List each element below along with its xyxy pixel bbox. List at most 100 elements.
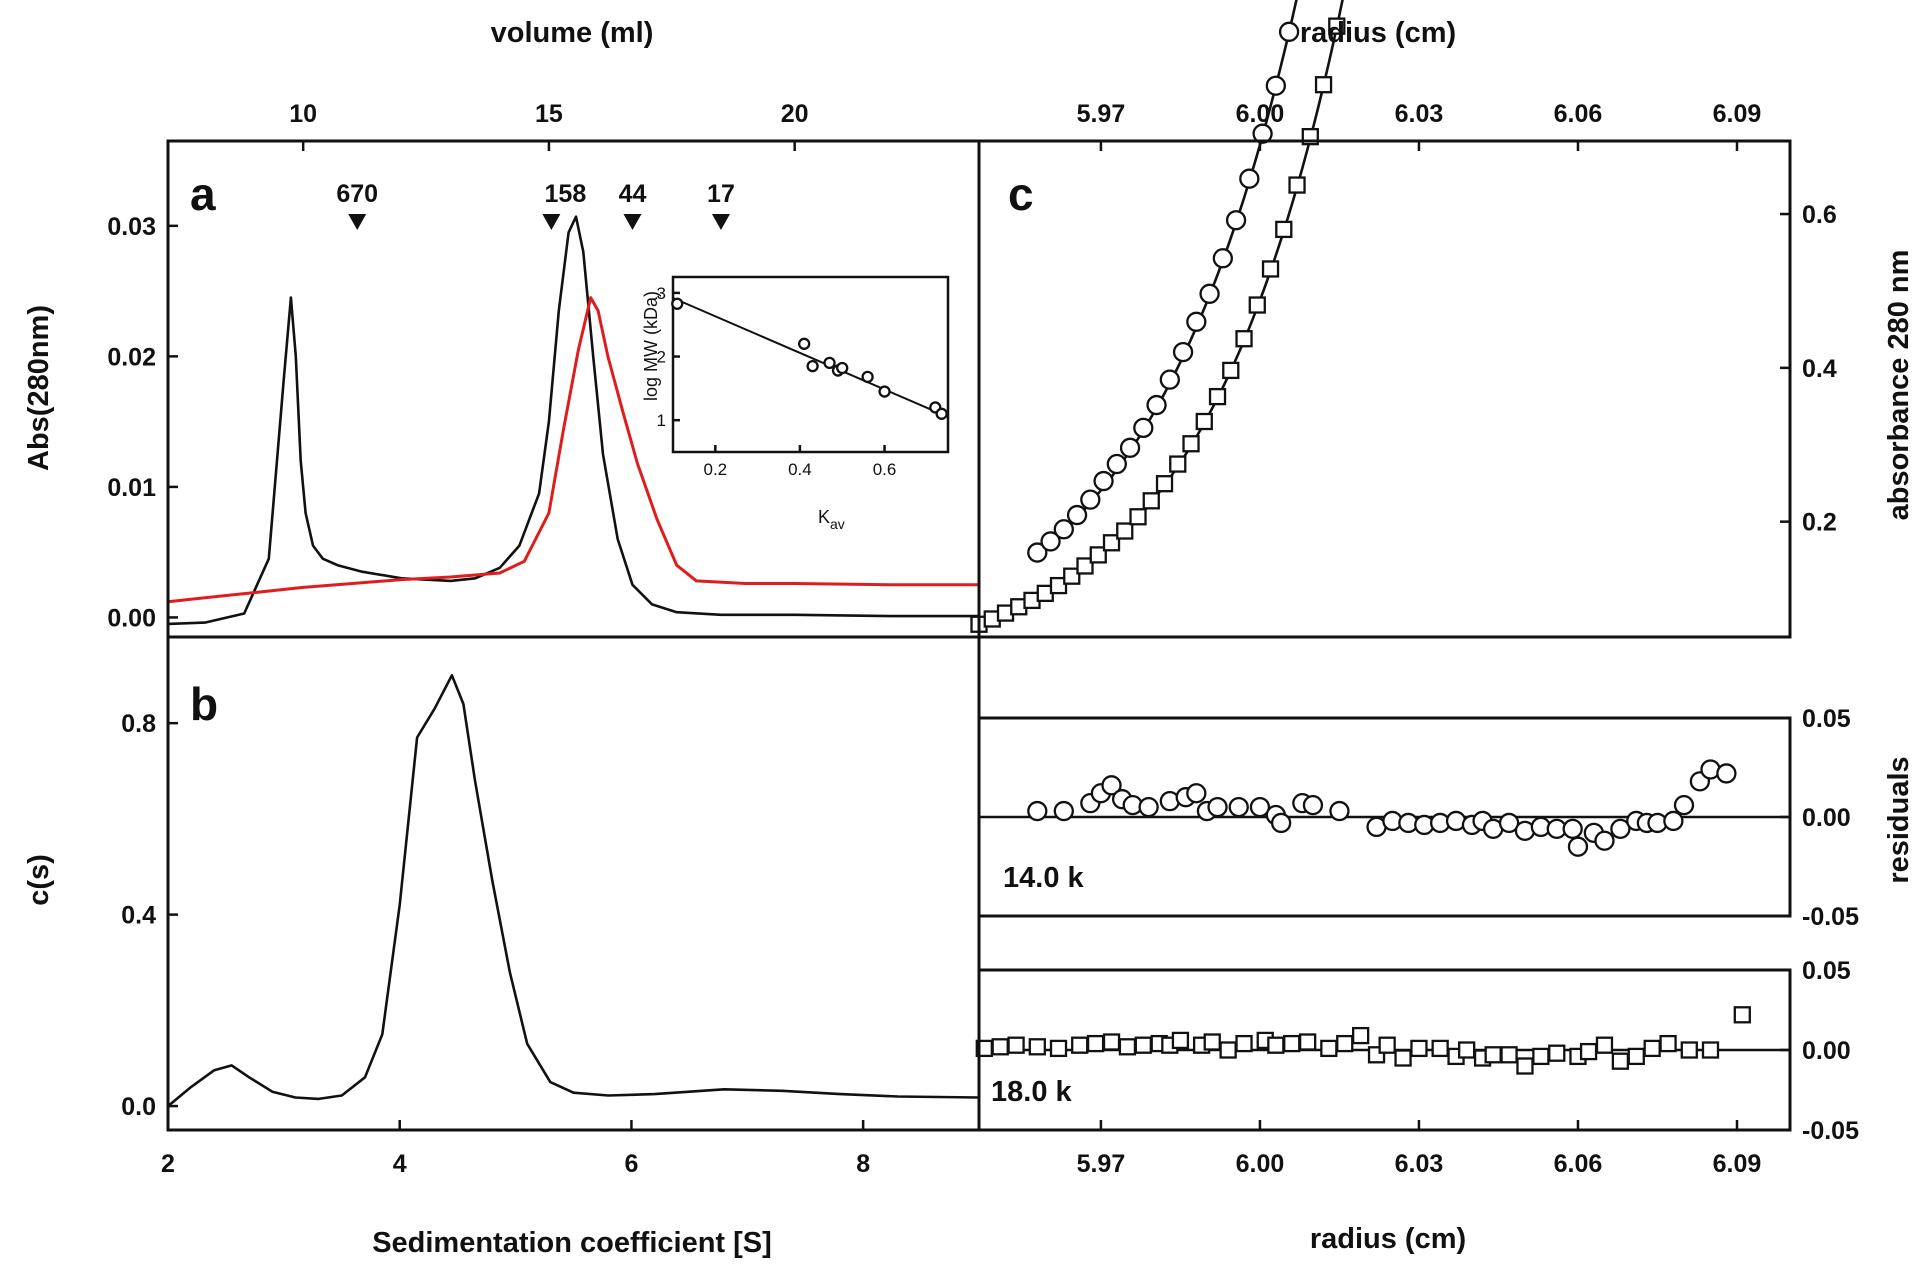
calibration-marker-triangle xyxy=(542,214,561,230)
data-point-18k xyxy=(1102,534,1121,552)
inset-x-axis-title: Kav xyxy=(818,507,845,532)
panel-a-y-tick-label: 0.01 xyxy=(107,474,156,502)
panel-a-black-trace xyxy=(167,215,979,626)
calibration-marker-label: 158 xyxy=(545,180,587,208)
calibration-marker-triangle xyxy=(348,214,367,230)
data-point-18k xyxy=(1328,17,1346,35)
panel-c-y-axis-title: absorbance 280 nm xyxy=(1883,250,1915,521)
panel-a-red-trace xyxy=(167,296,979,604)
panel-a-y-tick-label: 0.02 xyxy=(107,343,156,371)
data-point-18k xyxy=(1049,576,1068,595)
residual-14k-point xyxy=(1249,796,1271,818)
inset-y-axis-title: log MW (kDa) xyxy=(641,291,661,401)
inset-y-tick-label: 1 xyxy=(657,411,666,430)
residuals-y-axis-title: residuals xyxy=(1883,756,1915,883)
residual-x-tick-label: 6.00 xyxy=(1236,1150,1285,1178)
data-point-14k xyxy=(1080,489,1101,510)
residual-18k-point xyxy=(991,1038,1009,1056)
data-point-14k xyxy=(1040,531,1061,552)
residual-18k-point xyxy=(1627,1047,1645,1066)
panel-c-top-tick-label: 5.97 xyxy=(1077,100,1126,128)
residual-14k-point xyxy=(1567,836,1589,857)
residual-14k-point xyxy=(1498,812,1520,834)
residual-14k-point xyxy=(1302,794,1324,816)
residual-14k-label: 14.0 k xyxy=(1003,862,1084,894)
residual-14k-frame xyxy=(977,716,1792,918)
data-point-18k xyxy=(1208,387,1227,406)
residual-14k-point xyxy=(1562,818,1583,840)
residual-18k-point xyxy=(1659,1034,1677,1053)
residual-18k-point xyxy=(1336,1034,1354,1053)
residual-x-tick-label: 5.97 xyxy=(1077,1150,1126,1178)
residual-x-tick-label: 6.03 xyxy=(1395,1150,1444,1178)
residual-18k-point xyxy=(1733,1006,1751,1024)
residual-14k-point xyxy=(1228,796,1249,818)
panel-b-x-tick-label: 6 xyxy=(624,1150,638,1178)
calibration-marker-triangle xyxy=(623,214,642,230)
inset-y-tick-label: 2 xyxy=(657,348,666,367)
residual-14k-point xyxy=(1138,796,1159,818)
data-point-14k xyxy=(1239,168,1260,189)
residual-14k-point xyxy=(1053,800,1074,822)
residual-18k-y-tick-label: 0.05 xyxy=(1802,957,1851,985)
panel-a-label: a xyxy=(190,168,216,220)
panel-b-x-tick-label: 4 xyxy=(393,1150,407,1178)
inset-data-point xyxy=(823,356,836,370)
data-point-18k xyxy=(1063,567,1081,585)
residual-14k-y-tick-label: 0.05 xyxy=(1802,705,1851,733)
data-point-18k xyxy=(1314,76,1333,94)
residual-18k-frame xyxy=(977,968,1792,1132)
residual-18k-point xyxy=(1532,1047,1550,1066)
residual-18k-label: 18.0 k xyxy=(991,1076,1072,1108)
data-point-18k xyxy=(1089,546,1107,564)
data-point-18k xyxy=(1076,557,1094,575)
panel-c-y-tick-label: 0.4 xyxy=(1802,355,1837,383)
data-point-18k xyxy=(1142,492,1160,510)
panel-b-y-tick-label: 0.4 xyxy=(121,902,156,930)
residual-18k-point xyxy=(1458,1041,1476,1059)
residual-14k-point xyxy=(1270,812,1292,834)
data-point-14k xyxy=(1172,341,1194,363)
data-point-18k xyxy=(1129,508,1147,526)
residual-18k-point xyxy=(1394,1049,1412,1067)
data-point-18k xyxy=(1182,435,1200,453)
residual-18k-point xyxy=(1028,1038,1046,1056)
residual-18k-point xyxy=(1378,1036,1396,1054)
residual-18k-point xyxy=(1516,1057,1534,1075)
residual-14k-y-tick-label: -0.05 xyxy=(1802,903,1859,931)
residual-18k-point xyxy=(1235,1034,1253,1053)
calibration-marker-label: 670 xyxy=(336,180,378,208)
calibration-marker-label: 44 xyxy=(619,180,647,208)
residual-18k-point xyxy=(1118,1038,1137,1056)
residual-14k-point xyxy=(1610,818,1631,840)
inset-y-tick-label: 3 xyxy=(657,284,666,303)
residual-18k-point xyxy=(1643,1039,1661,1058)
data-point-18k xyxy=(1116,522,1134,540)
residual-14k-point xyxy=(1716,763,1737,784)
residual-18k-point xyxy=(1283,1034,1301,1053)
residual-18k-point xyxy=(1102,1033,1121,1051)
data-point-14k xyxy=(1066,504,1088,526)
data-point-14k xyxy=(1199,283,1220,304)
panel-a-y-axis-title: Abs(280nm) xyxy=(23,305,55,471)
panel-c-y-tick-label: 0.6 xyxy=(1802,201,1837,229)
residual-18k-point xyxy=(1071,1036,1089,1054)
data-point-18k xyxy=(1222,361,1240,380)
inset-x-tick-label: 0.2 xyxy=(703,460,727,479)
inset-x-tick-label: 0.4 xyxy=(788,460,812,479)
data-point-18k xyxy=(1261,260,1280,278)
data-point-14k xyxy=(1093,470,1114,492)
residual-18k-y-tick-label: -0.05 xyxy=(1802,1117,1859,1145)
residual-14k-point xyxy=(1207,796,1228,818)
panel-c-background xyxy=(979,141,1790,637)
data-point-14k xyxy=(1252,123,1273,144)
panel-a-top-tick-label: 15 xyxy=(535,100,563,128)
residual-18k-point xyxy=(1431,1039,1449,1058)
residual-18k-point xyxy=(1171,1031,1190,1050)
panel-b-cs-trace xyxy=(167,674,980,1108)
residual-18k-point xyxy=(1007,1036,1025,1054)
residual-18k-point xyxy=(1548,1044,1566,1062)
data-point-18k xyxy=(1235,330,1253,348)
inset-x-axis-main: K xyxy=(818,507,830,527)
